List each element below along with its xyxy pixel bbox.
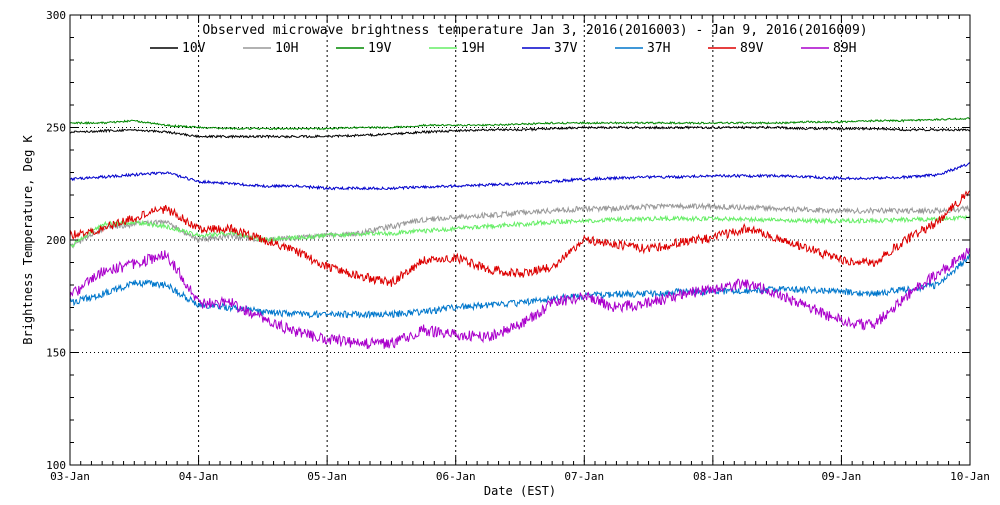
y-tick-label: 300 (46, 9, 66, 22)
series-line-89h (69, 247, 971, 350)
y-tick-label: 100 (46, 459, 66, 472)
x-axis-label: Date (EST) (484, 484, 556, 498)
x-tick-label: 06-Jan (436, 470, 476, 483)
series-line-10v (69, 125, 971, 139)
legend-label-89v: 89V (740, 41, 764, 56)
x-tick-label: 03-Jan (50, 470, 90, 483)
legend-label-10v: 10V (182, 41, 206, 56)
x-tick-label: 10-Jan (950, 470, 990, 483)
y-axis-label: Brightness Temperature, Deg K (21, 134, 35, 344)
axis-ticks: 100 150 200 250 300 03-Jan 04-Jan 05-Jan 06-Jan 0… (46, 9, 990, 483)
legend-label-37v: 37V (554, 41, 578, 56)
series-line-10h (69, 202, 971, 249)
series-line-37h (69, 253, 971, 320)
x-tick-label: 04-Jan (179, 470, 219, 483)
legend-label-19h: 19H (461, 41, 484, 56)
series-line-19v (69, 117, 971, 131)
y-tick-label: 200 (46, 234, 66, 247)
x-tick-label: 08-Jan (693, 470, 733, 483)
legend-label-19v: 19V (368, 41, 392, 56)
legend-label-10h: 10H (275, 41, 298, 56)
series-layer (69, 117, 971, 350)
x-tick-label: 07-Jan (564, 470, 604, 483)
legend-label-89h: 89H (833, 41, 856, 56)
y-tick-label: 150 (46, 347, 66, 360)
legend: 10V 10H 19V 19H 37V 37H 89V 89H (150, 41, 856, 56)
x-tick-label: 05-Jan (307, 470, 347, 483)
legend-label-37h: 37H (647, 41, 670, 56)
series-line-19h (69, 214, 971, 249)
x-tick-label: 09-Jan (822, 470, 862, 483)
series-line-37v (69, 162, 971, 191)
chart-title: Observed microwave brightness temperatur… (202, 23, 867, 38)
series-line-89v (69, 190, 971, 287)
y-tick-label: 250 (46, 122, 66, 135)
